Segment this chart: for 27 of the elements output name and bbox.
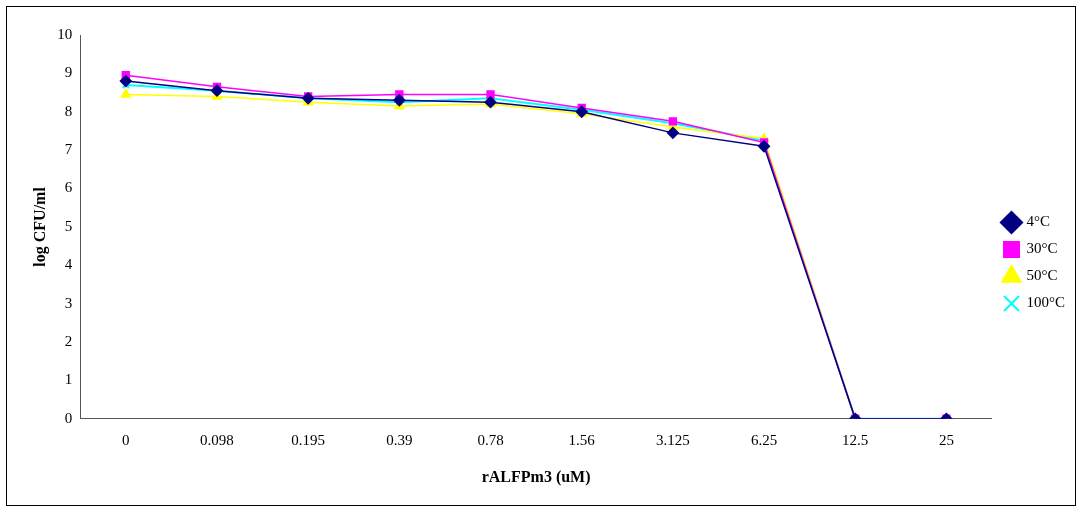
y-tick-label: 7 xyxy=(64,141,73,158)
x-tick-label: 6.25 xyxy=(750,431,778,448)
y-axis-title: log CFU/ml xyxy=(30,186,49,267)
x-tick-label: 0.78 xyxy=(477,431,504,448)
y-tick-label: 6 xyxy=(64,179,73,196)
x-axis-title: rALFPm3 (uM) xyxy=(481,467,591,486)
legend-label: 50°C xyxy=(1026,267,1058,284)
y-tick-label: 2 xyxy=(64,332,73,349)
y-tick-label: 5 xyxy=(64,217,73,234)
y-tick-label: 10 xyxy=(57,25,73,42)
x-tick-label: 0.39 xyxy=(386,431,413,448)
x-tick-label: 12.5 xyxy=(842,431,869,448)
x-tick-label: 3.125 xyxy=(655,431,690,448)
x-tick-label: 0.195 xyxy=(291,431,326,448)
legend-label: 100°C xyxy=(1026,294,1066,311)
y-tick-label: 1 xyxy=(64,371,73,388)
x-tick-label: 25 xyxy=(938,431,954,448)
x-tick-label: 0.098 xyxy=(200,431,234,448)
legend-label: 4°C xyxy=(1026,213,1051,230)
y-tick-label: 9 xyxy=(64,64,73,81)
y-tick-label: 3 xyxy=(64,294,73,311)
y-tick-label: 4 xyxy=(64,256,73,273)
x-tick-label: 0 xyxy=(122,431,130,448)
legend-label: 30°C xyxy=(1026,240,1058,257)
x-tick-label: 1.56 xyxy=(568,431,596,448)
y-tick-label: 0 xyxy=(64,409,73,426)
y-tick-label: 8 xyxy=(64,102,73,119)
